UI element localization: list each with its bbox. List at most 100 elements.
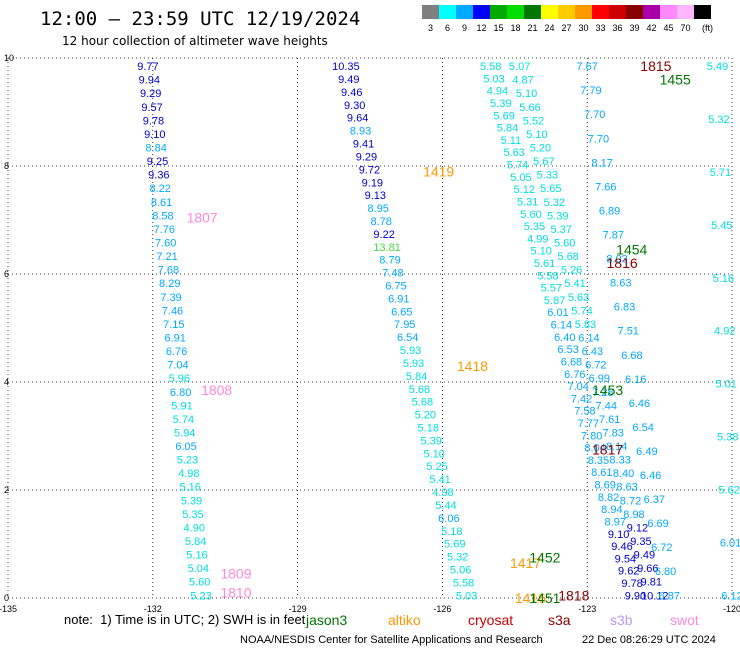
wave-height-value: 5.12: [514, 184, 535, 196]
wave-height-value: 5.63: [504, 147, 525, 159]
wave-height-value: 6.68: [621, 350, 642, 362]
wave-height-value: 8.93: [350, 126, 371, 138]
wave-height-value: 9.12: [627, 522, 648, 534]
wave-height-value: 5.44: [435, 500, 456, 512]
wave-height-value: 6.99: [589, 373, 610, 385]
wave-height-value: 5.32: [544, 197, 565, 209]
wave-height-value: 5.10: [530, 246, 551, 258]
x-tick-label: -120: [723, 604, 740, 612]
wave-height-value: 5.91: [171, 400, 192, 412]
wave-height-value: 9.10: [608, 529, 629, 541]
wave-height-value: 9.10: [144, 129, 165, 141]
wave-height-value: 8.82: [598, 492, 619, 504]
wave-height-value: 6.53: [557, 344, 578, 356]
wave-height-value: 5.58: [537, 270, 558, 282]
y-tick-label: 10: [4, 53, 14, 63]
pass-label: 1454: [616, 242, 647, 258]
wave-height-value: 6.16: [625, 374, 646, 386]
wave-height-value: 9.35: [630, 536, 651, 548]
wave-height-value: 6.75: [385, 281, 406, 293]
wave-height-value: 5.39: [181, 495, 202, 507]
colorbar-label: 6: [445, 23, 450, 33]
wave-height-value: 7.68: [158, 265, 179, 277]
wave-height-value: 6.65: [391, 306, 412, 318]
wave-height-value: 5.74: [571, 305, 592, 317]
wave-height-value: 5.60: [554, 238, 575, 250]
wave-height-value: 8.58: [152, 210, 173, 222]
wave-height-value: 6.49: [636, 446, 657, 458]
wave-height-value: 7.28: [592, 387, 613, 399]
wave-height-value: 7.70: [588, 133, 609, 145]
wave-height-value: 5.10: [423, 448, 444, 460]
wave-height-value: 9.13: [365, 190, 386, 202]
colorbar-swatch: [541, 5, 558, 19]
wave-height-value: 5.83: [575, 319, 596, 331]
wave-height-value: 7.39: [160, 292, 181, 304]
wave-height-value: 7.83: [602, 427, 623, 439]
wave-height-value: 5.58: [453, 577, 474, 589]
colorbar-swatch: [473, 5, 490, 19]
wave-height-value: 9.94: [139, 75, 160, 87]
wave-height-value: 8.33: [609, 455, 630, 467]
wave-height-value: 5.93: [403, 358, 424, 370]
wave-height-value: 8.63: [610, 278, 631, 290]
pass-label: 1818: [558, 587, 589, 603]
colorbar-swatch: [660, 5, 677, 19]
wave-height-value: 9.29: [140, 88, 161, 100]
colorbar-swatch: [558, 5, 575, 19]
colorbar-swatch: [422, 5, 439, 19]
colorbar-label: (ft): [702, 23, 713, 33]
wave-height-value: 5.57: [541, 283, 562, 295]
wave-height-value: 5.63: [568, 292, 589, 304]
colorbar-label: 3: [428, 23, 433, 33]
wave-height-value: 5.60: [520, 209, 541, 221]
wave-height-map: -135 -132 -129 -126 -123 -120 0 2 4 6 8 10 9.77 9.94…: [0, 53, 740, 612]
wave-height-value: 9.81: [641, 577, 662, 589]
x-tick-label: -132: [144, 604, 162, 612]
colorbar-swatch: [643, 5, 660, 19]
wave-height-value: 6.72: [651, 542, 672, 554]
colorbar-label: 42: [646, 23, 656, 33]
wave-height-value: 5.35: [524, 221, 545, 233]
wave-height-value: 7.51: [618, 326, 639, 338]
colorbar-label: 27: [561, 23, 571, 33]
wave-height-value: 7.67: [576, 61, 597, 73]
wave-height-value: 5.32: [447, 552, 468, 564]
wave-height-value: 5.66: [519, 102, 540, 114]
wave-height-value: 5.25: [426, 461, 447, 473]
wave-height-value: 5.93: [400, 345, 421, 357]
wave-height-value: 6.54: [397, 332, 418, 344]
wave-height-value: 5.45: [711, 220, 732, 232]
colorbar-swatch: [456, 5, 473, 19]
wave-height-value: 9.90: [625, 590, 646, 602]
wave-height-value: 5.10: [516, 88, 537, 100]
colorbar-label: 36: [612, 23, 622, 33]
colorbar-swatch: [439, 5, 456, 19]
axis-ticks: -135 -132 -129 -126 -123 -120 0 2 4 6 8 10: [0, 53, 740, 612]
wave-height-value: 6.06: [438, 513, 459, 525]
wave-height-value: 8.95: [368, 203, 389, 215]
wave-height-value: 9.72: [359, 164, 380, 176]
wave-height-value: 5.49: [707, 61, 728, 73]
wave-height-value: 5.31: [517, 196, 538, 208]
colorbar-label: 33: [595, 23, 605, 33]
pass-label: 1817: [592, 442, 623, 458]
wave-height-value: 9.49: [338, 74, 359, 86]
wave-height-value: 6.01: [720, 537, 740, 549]
wave-height-value: 9.29: [356, 151, 377, 163]
wave-height-value: 6.72: [585, 360, 606, 372]
wave-height-value: 5.96: [169, 373, 190, 385]
wave-height-value: 8.17: [591, 157, 612, 169]
satellite-swot: swot: [670, 612, 699, 628]
wave-height-value: 7.60: [155, 238, 176, 250]
wave-height-value: 7.76: [154, 224, 175, 236]
wave-height-value: 6.14: [551, 320, 572, 332]
wave-height-value: 5.60: [189, 577, 210, 589]
satellite-altiko: altiko: [388, 612, 421, 628]
wave-height-value: 8.03: [606, 254, 627, 266]
wave-height-value: 5.39: [490, 98, 511, 110]
wave-height-value: 7.04: [568, 381, 589, 393]
wave-height-value: 5.84: [185, 536, 206, 548]
wave-height-value: 7.21: [156, 251, 177, 263]
